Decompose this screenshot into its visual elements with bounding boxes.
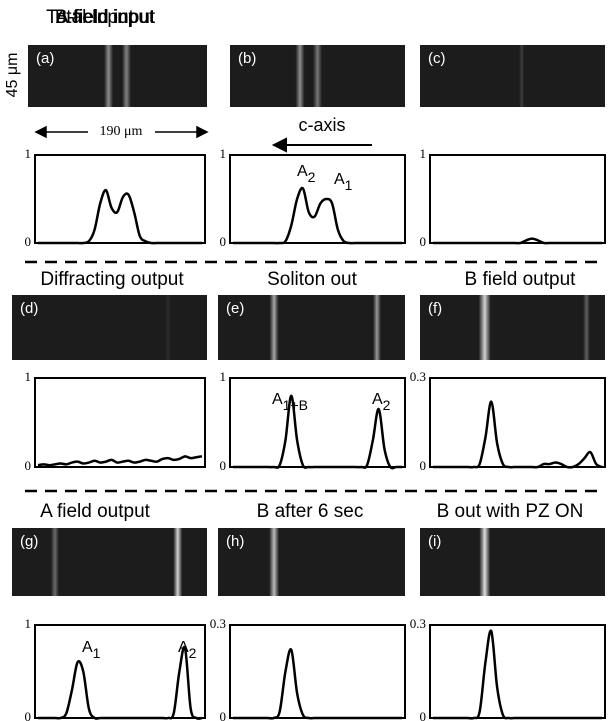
beam-stripe xyxy=(104,45,114,107)
panel-label: (d) xyxy=(20,300,38,317)
beam-image xyxy=(218,528,405,596)
panel-label: (a) xyxy=(36,50,54,67)
peak-subscript: 1 xyxy=(93,645,101,661)
panel-title: B-field input xyxy=(55,7,156,28)
intensity-line xyxy=(432,400,603,469)
beam-stripe xyxy=(50,528,59,596)
peak-letter: A xyxy=(178,639,189,656)
peak-subscript: 2 xyxy=(383,397,391,413)
peak-letter: A xyxy=(82,639,93,656)
y-tick-label: 1 xyxy=(220,146,227,161)
y-tick-label: 0 xyxy=(420,234,427,249)
beam-stripe xyxy=(478,295,491,360)
y-tick-label: 0 xyxy=(220,234,227,249)
width-label: 190 μm xyxy=(100,124,143,139)
beam-stripe xyxy=(479,528,491,596)
plot-frame xyxy=(34,154,206,244)
beam-stripe xyxy=(173,528,183,596)
plot-frame xyxy=(429,624,606,719)
axis-label: c-axis xyxy=(298,115,345,135)
y-tick-label: 0 xyxy=(220,709,227,721)
plot-frame xyxy=(34,377,206,468)
intensity-line xyxy=(38,188,202,245)
plot-frame xyxy=(429,154,606,244)
intensity-line xyxy=(433,629,602,720)
beam-stripe xyxy=(583,295,590,360)
axis-arrow xyxy=(271,137,372,153)
panel-title: Total Input xyxy=(46,7,134,28)
panel-title: A field output xyxy=(40,501,151,522)
intensity-line xyxy=(38,645,203,720)
y-tick-label: 0 xyxy=(25,458,32,473)
peak-subscript: 1+B xyxy=(283,397,308,413)
panel-title: Diffracting output xyxy=(40,269,184,290)
beam-stripe xyxy=(295,45,305,107)
beam-stripe xyxy=(313,45,322,107)
y-tick-label: 0 xyxy=(220,458,227,473)
peak-subscript: 2 xyxy=(308,169,316,185)
intensity-line xyxy=(37,455,203,467)
peak-label: A1 xyxy=(82,639,101,660)
intensity-line xyxy=(233,186,402,245)
beam-image xyxy=(420,295,605,360)
beam-stripe xyxy=(269,295,279,360)
intensity-line xyxy=(233,648,402,720)
intensity-line xyxy=(433,237,602,245)
beam-stripe xyxy=(372,295,381,360)
panel-title: B after 6 sec xyxy=(257,501,364,522)
y-tick-label: 0.3 xyxy=(210,616,226,631)
y-tick-label: 1 xyxy=(220,369,227,384)
plot-frame xyxy=(429,377,606,468)
y-tick-label: 1 xyxy=(25,369,32,384)
panel-label: (b) xyxy=(238,50,256,67)
beam-stripe xyxy=(269,528,280,596)
panel-label: (g) xyxy=(20,533,38,550)
peak-label: A1 xyxy=(334,171,353,192)
beam-image xyxy=(420,45,605,107)
plot-frame xyxy=(229,624,406,719)
beam-image xyxy=(28,45,207,107)
plot-frame xyxy=(229,154,406,244)
y-tick-label: 0 xyxy=(25,709,32,721)
peak-subscript: 2 xyxy=(189,645,197,661)
peak-letter: A xyxy=(334,171,345,188)
panel-title: B out with PZ ON xyxy=(437,501,584,522)
y-tick-label: 1 xyxy=(420,146,427,161)
beam-stripe xyxy=(121,45,131,107)
peak-letter: A xyxy=(372,391,383,408)
y-tick-label: 0.3 xyxy=(410,369,426,384)
y-tick-label: 1 xyxy=(25,616,32,631)
width-arrow xyxy=(34,125,209,139)
y-tick-label: 0 xyxy=(25,234,32,249)
panel-label: (i) xyxy=(428,533,441,550)
panel-title: B field output xyxy=(465,269,577,290)
panel-label: (c) xyxy=(428,50,446,67)
height-label: 45 μm xyxy=(4,53,21,98)
beam-stripe xyxy=(519,45,525,107)
peak-subscript: 1 xyxy=(345,177,353,193)
y-tick-label: 1 xyxy=(25,146,32,161)
y-tick-label: 0 xyxy=(420,458,427,473)
peak-letter: A xyxy=(297,163,308,180)
y-tick-label: 0.3 xyxy=(410,616,426,631)
beam-image xyxy=(12,295,207,360)
panel-label: (e) xyxy=(226,300,244,317)
y-tick-label: 0 xyxy=(420,709,427,721)
peak-label: A2 xyxy=(178,639,197,660)
beam-image xyxy=(420,528,605,596)
panel-title: A field input xyxy=(56,7,155,28)
panel-title: Soliton out xyxy=(267,269,358,290)
panel-label: (h) xyxy=(226,533,244,550)
peak-label: A1+B xyxy=(272,391,308,412)
panel-label: (f) xyxy=(428,300,442,317)
beam-stripe xyxy=(165,295,171,360)
peak-label: A2 xyxy=(297,163,316,184)
intensity-line xyxy=(232,394,402,470)
peak-label: A2 xyxy=(372,391,391,412)
peak-letter: A xyxy=(272,391,283,408)
